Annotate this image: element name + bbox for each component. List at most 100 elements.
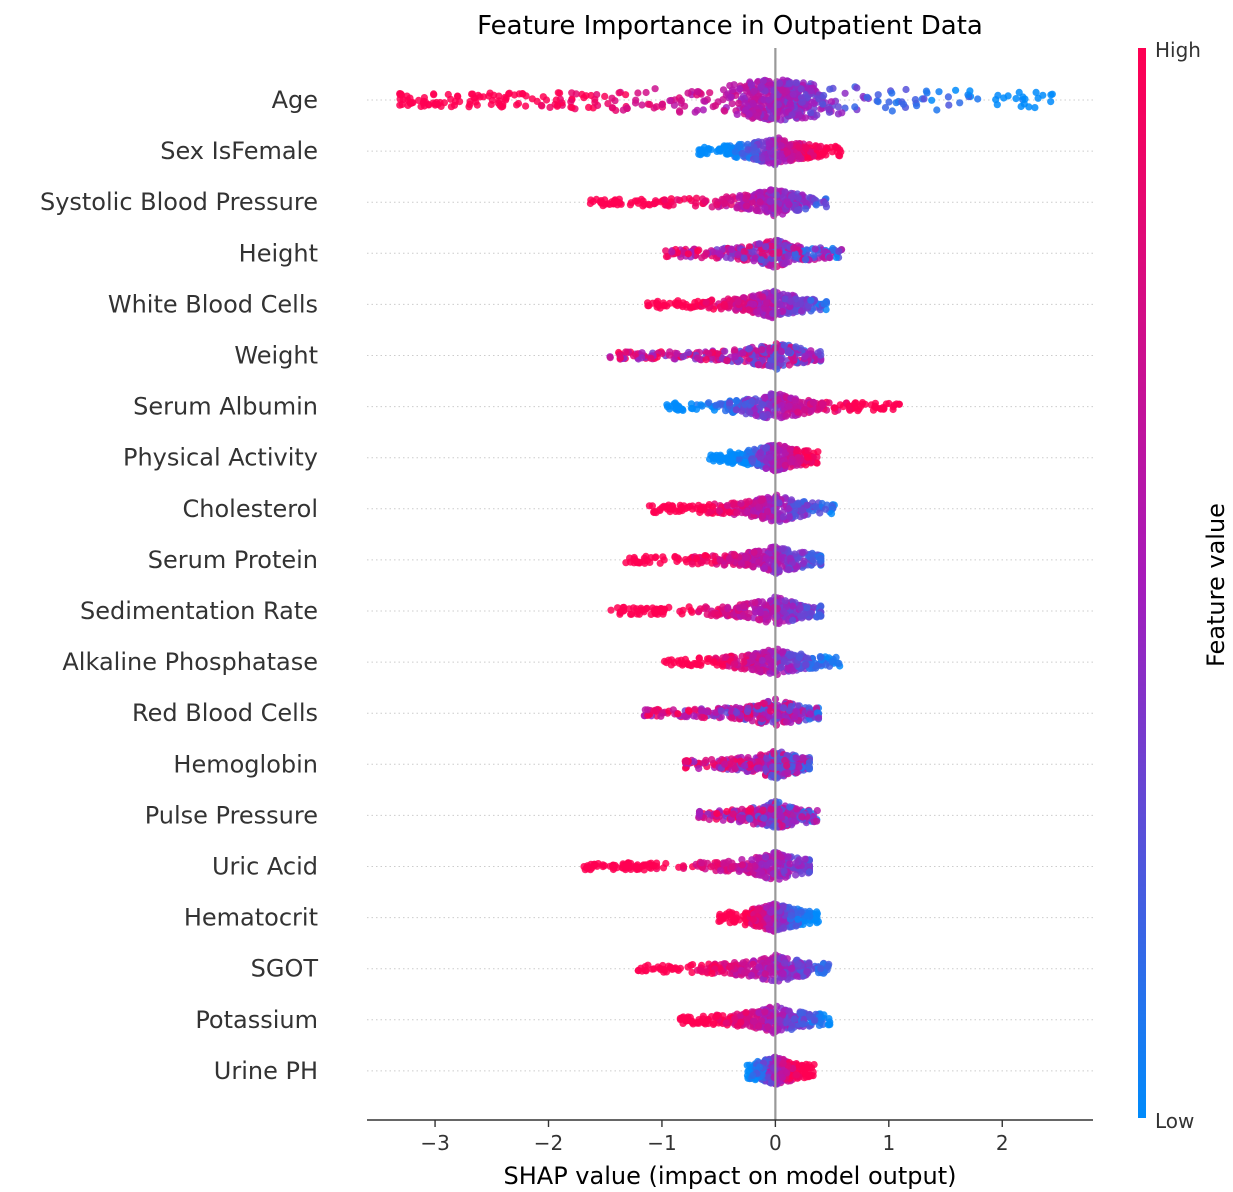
shap-point [753, 112, 761, 120]
shap-point [803, 604, 811, 612]
feature-row: Height [239, 236, 1093, 271]
shap-point [784, 566, 793, 574]
shap-point [747, 805, 755, 813]
shap-point [778, 822, 786, 830]
shap-point [753, 702, 762, 710]
shap-point [817, 142, 825, 150]
shap-point [758, 656, 766, 665]
shap-point [763, 411, 772, 419]
shap-point [673, 196, 681, 204]
shap-point [772, 613, 781, 621]
feature-row: Physical Activity [123, 441, 1093, 475]
shap-point [745, 497, 753, 505]
shap-point [780, 607, 788, 616]
shap-point [750, 257, 758, 265]
shap-point [717, 707, 726, 715]
shap-point [740, 658, 748, 666]
shap-point [786, 80, 794, 88]
shap-point [804, 154, 812, 162]
shap-point [729, 500, 737, 508]
shap-point [622, 91, 630, 99]
shap-point [554, 89, 562, 97]
shap-point [809, 152, 817, 160]
shap-point [737, 499, 745, 507]
shap-point [632, 557, 640, 565]
shap-point [735, 141, 744, 150]
shap-point [760, 564, 768, 572]
feature-row: Pulse Pressure [145, 797, 1093, 831]
shap-point [615, 89, 623, 97]
shap-point [758, 715, 766, 723]
shap-point [753, 308, 761, 316]
shap-point [638, 354, 646, 362]
shap-point [700, 97, 708, 105]
shap-point [703, 708, 711, 716]
shap-point [607, 606, 615, 614]
shap-point [809, 556, 817, 564]
shap-point [487, 100, 495, 109]
shap-point [765, 140, 774, 148]
shap-point [782, 258, 791, 266]
shap-point [542, 96, 551, 104]
shap-point [644, 706, 652, 714]
shap-point [522, 102, 530, 110]
shap-point [714, 611, 722, 619]
shap-point [787, 496, 796, 504]
shap-point [851, 103, 859, 111]
shap-point [647, 354, 655, 362]
shap-point [797, 612, 806, 620]
shap-point [817, 612, 825, 620]
shap-point [956, 99, 964, 107]
shap-point [744, 140, 752, 148]
shap-point [754, 361, 762, 369]
shap-point [803, 654, 812, 662]
shap-point [673, 350, 681, 358]
feature-label: Sex IsFemale [160, 137, 318, 165]
shap-point [802, 145, 810, 153]
shap-point [741, 400, 749, 409]
feature-row: Weight [234, 340, 1093, 373]
shap-point [807, 87, 815, 95]
shap-point [742, 195, 750, 203]
shap-point [793, 206, 801, 214]
shap-point [650, 707, 658, 715]
shap-point [826, 254, 834, 262]
shap-point [767, 707, 775, 715]
shap-point [674, 710, 682, 718]
shap-point [792, 707, 800, 715]
shap-point [634, 89, 642, 97]
shap-point [537, 101, 546, 109]
shap-point [762, 464, 770, 472]
shap-point [768, 114, 776, 122]
feature-label: Uric Acid [212, 853, 318, 881]
shap-point [820, 300, 828, 308]
shap-point [651, 85, 659, 93]
shap-point [783, 762, 791, 770]
shap-point [724, 150, 732, 158]
shap-point [784, 251, 792, 259]
shap-point [518, 90, 527, 98]
shap-point [802, 205, 810, 213]
shap-point [748, 397, 756, 406]
shap-point [658, 100, 666, 109]
shap-point [994, 91, 1002, 99]
shap-point [766, 186, 775, 194]
shap-point [721, 760, 729, 768]
shap-point [806, 710, 814, 718]
shap-point [1047, 98, 1055, 106]
shap-point [744, 146, 752, 154]
shap-point [869, 406, 878, 414]
shap-point [723, 357, 731, 365]
feature-label: Pulse Pressure [145, 801, 318, 829]
shap-point [756, 616, 764, 624]
shap-point [834, 103, 842, 111]
shap-point [814, 448, 822, 456]
shap-point [473, 101, 481, 109]
shap-point [743, 708, 752, 716]
chart-title: Feature Importance in Outpatient Data [477, 11, 983, 41]
shap-point [952, 86, 960, 94]
shap-point [693, 88, 702, 96]
shap-point [739, 349, 747, 357]
shap-point [748, 458, 756, 466]
shap-point [757, 751, 765, 759]
